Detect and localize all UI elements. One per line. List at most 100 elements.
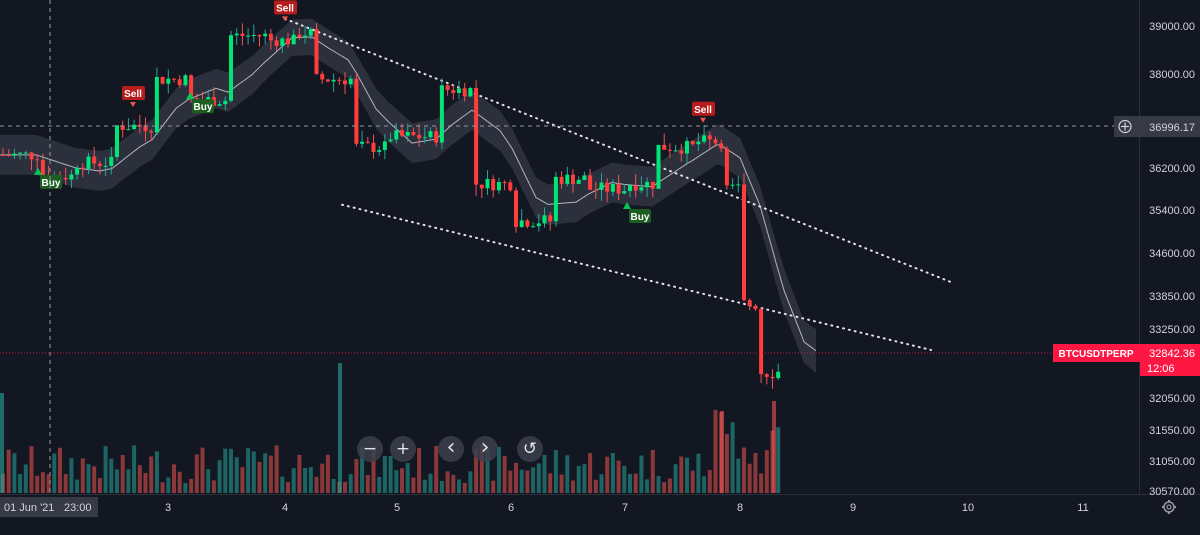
- volume-bar: [154, 451, 159, 493]
- price-tick-label: 30570.00: [1149, 486, 1195, 498]
- zoom-in-button[interactable]: +: [390, 436, 416, 462]
- volume-bar: [86, 464, 91, 493]
- candle-body: [616, 184, 621, 194]
- plus-circle-icon[interactable]: [1118, 119, 1132, 134]
- candle-body: [536, 223, 541, 227]
- volume-bar: [0, 393, 4, 493]
- volume-bar: [462, 482, 467, 493]
- countdown-timer: 12:06: [1147, 363, 1175, 375]
- volume-bar: [132, 445, 137, 493]
- gear-icon[interactable]: [1162, 500, 1176, 514]
- volume-bar: [23, 464, 28, 493]
- volume-bar: [593, 479, 598, 493]
- volume-bar: [759, 473, 764, 493]
- last-price-label: BTCUSDTPERP 32842.36 12:06: [1053, 344, 1200, 376]
- candle-body: [6, 155, 11, 156]
- volume-bar: [650, 450, 655, 493]
- buy-signal-badge[interactable]: [40, 174, 62, 189]
- volume-bar: [189, 478, 194, 493]
- candle-body: [593, 189, 598, 191]
- candle-body: [149, 131, 154, 133]
- volume-bar: [645, 479, 650, 493]
- sell-signal-badge[interactable]: [692, 101, 715, 116]
- candle-body: [422, 137, 427, 139]
- volume-bar: [303, 468, 308, 493]
- volume-bar: [103, 446, 108, 493]
- candle-body: [297, 34, 302, 38]
- volume-bar: [314, 476, 319, 493]
- scroll-right-button[interactable]: ›: [472, 436, 498, 462]
- volume-bar: [502, 456, 507, 493]
- candle-body: [633, 185, 638, 191]
- candle-body: [337, 79, 342, 81]
- volume-bar: [365, 475, 370, 493]
- volume-bar: [40, 472, 45, 493]
- candle-body: [531, 226, 536, 228]
- candle-body: [496, 182, 501, 191]
- volume-bar: [338, 363, 342, 493]
- volume-bars: [0, 363, 781, 493]
- crosshair-time-value: 23:00: [64, 502, 92, 514]
- volume-bar: [137, 465, 142, 493]
- sell-signal-badge[interactable]: [122, 86, 145, 100]
- candle-body: [92, 156, 97, 164]
- candle-body: [599, 182, 604, 190]
- scroll-left-button[interactable]: ‹: [438, 436, 464, 462]
- candle-body: [462, 88, 467, 97]
- candle-body: [274, 40, 279, 46]
- candle-body: [103, 165, 108, 167]
- time-tick-label: 11: [1077, 502, 1088, 514]
- volume-bar: [753, 453, 758, 493]
- volume-bar: [325, 454, 330, 493]
- volume-bar: [588, 453, 593, 493]
- lower-trendline[interactable]: [341, 203, 932, 351]
- candle-body: [685, 140, 689, 154]
- volume-bar: [126, 469, 131, 493]
- candle-body: [417, 135, 422, 139]
- price-tick-label: 33850.00: [1149, 291, 1195, 303]
- plot-area[interactable]: Sell Sell Sell Buy Buy Buy: [0, 0, 951, 493]
- first-date-label: 01 Jun '21: [4, 502, 54, 514]
- candle-body: [565, 174, 570, 184]
- candle-body: [354, 78, 359, 144]
- candle-body: [308, 29, 313, 36]
- candle-body: [23, 152, 28, 154]
- candle-body: [132, 124, 137, 130]
- candle-body: [485, 179, 490, 189]
- candle-body: [246, 35, 251, 37]
- candle-body: [286, 38, 290, 45]
- volume-bar: [457, 479, 461, 493]
- sell-signal-badge[interactable]: [274, 0, 297, 15]
- volume-bar: [223, 448, 228, 493]
- candle-body: [650, 181, 655, 189]
- zoom-out-button[interactable]: −: [357, 436, 383, 462]
- candle-body: [605, 182, 610, 192]
- crosshair-price-value: 36996.17: [1149, 122, 1195, 134]
- reset-chart-button[interactable]: ↺: [517, 436, 543, 462]
- volume-bar: [491, 480, 496, 493]
- candle-body: [690, 140, 695, 145]
- time-axis[interactable]: 3 4 5 6 7 8 9 10 11: [165, 502, 1089, 514]
- candle-body: [166, 78, 171, 84]
- buy-signal-badge[interactable]: [192, 99, 214, 114]
- candle-body: [280, 38, 285, 46]
- candle-body: [559, 176, 564, 184]
- buy-signal-badge[interactable]: [629, 209, 651, 223]
- candle-body: [479, 184, 484, 189]
- volume-bar: [742, 447, 746, 493]
- candle-body: [365, 141, 370, 143]
- volume-bar: [514, 462, 518, 493]
- volume-bar: [496, 446, 501, 493]
- price-axis-bg: [1140, 0, 1200, 495]
- volume-bar: [730, 422, 735, 493]
- candle-body: [177, 79, 182, 86]
- volume-bar: [485, 448, 490, 493]
- candle-body: [667, 149, 672, 151]
- candle-body: [639, 187, 644, 191]
- buy-arrow-icon: [623, 202, 631, 209]
- upper-trendline[interactable]: [284, 17, 951, 283]
- crosshair-price-label: 36996.17: [1114, 116, 1200, 137]
- volume-bar: [776, 427, 781, 493]
- candle-body: [257, 35, 262, 37]
